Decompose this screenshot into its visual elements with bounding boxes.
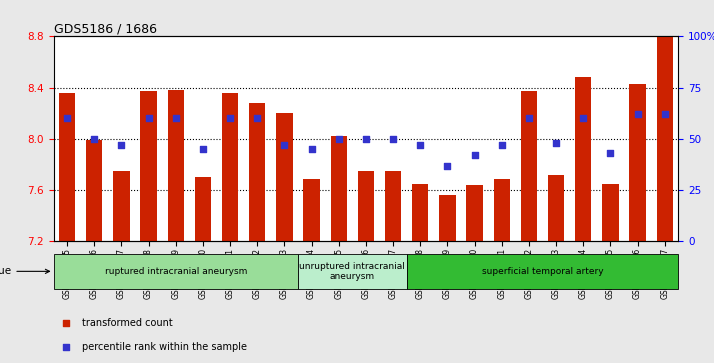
Bar xyxy=(222,93,238,241)
Bar xyxy=(59,93,75,241)
Point xyxy=(388,136,399,142)
Point xyxy=(496,142,508,148)
Text: GDS5186 / 1686: GDS5186 / 1686 xyxy=(54,22,156,35)
Bar xyxy=(86,140,102,241)
Point xyxy=(278,142,290,148)
Point xyxy=(474,0,486,4)
Text: ruptured intracranial aneurysm: ruptured intracranial aneurysm xyxy=(104,267,247,276)
Bar xyxy=(385,171,401,241)
Point xyxy=(116,142,127,148)
Bar xyxy=(548,175,564,241)
Bar xyxy=(466,185,483,241)
Point xyxy=(333,136,344,142)
Point xyxy=(632,111,643,117)
Point xyxy=(361,136,372,142)
Point xyxy=(143,115,154,121)
Text: transformed count: transformed count xyxy=(81,318,172,328)
Point xyxy=(474,216,486,221)
Bar xyxy=(657,36,673,241)
Text: unruptured intracranial
aneurysm: unruptured intracranial aneurysm xyxy=(299,262,406,281)
Text: tissue: tissue xyxy=(0,266,49,276)
Bar xyxy=(195,177,211,241)
Bar xyxy=(54,254,298,289)
Point xyxy=(197,146,208,152)
Bar xyxy=(298,254,407,289)
Bar xyxy=(141,91,157,241)
Point xyxy=(89,136,100,142)
Bar xyxy=(630,84,645,241)
Point xyxy=(170,115,181,121)
Bar xyxy=(114,171,130,241)
Bar xyxy=(276,113,293,241)
Point xyxy=(251,115,263,121)
Bar xyxy=(412,184,428,241)
Bar xyxy=(493,179,510,241)
Bar xyxy=(303,179,320,241)
Point xyxy=(659,111,670,117)
Bar xyxy=(331,136,347,241)
Bar xyxy=(521,91,537,241)
Point xyxy=(61,115,73,121)
Point xyxy=(578,115,589,121)
Bar xyxy=(168,90,184,241)
Bar xyxy=(439,195,456,241)
Bar xyxy=(602,184,618,241)
Point xyxy=(306,146,317,152)
Bar xyxy=(358,171,374,241)
Text: percentile rank within the sample: percentile rank within the sample xyxy=(81,342,246,352)
Point xyxy=(224,115,236,121)
Point xyxy=(523,115,535,121)
Point xyxy=(415,142,426,148)
Point xyxy=(469,152,481,158)
Bar xyxy=(575,77,591,241)
Text: superficial temporal artery: superficial temporal artery xyxy=(482,267,603,276)
Bar xyxy=(407,254,678,289)
Point xyxy=(550,140,562,146)
Point xyxy=(442,163,453,168)
Point xyxy=(605,150,616,156)
Bar xyxy=(249,103,266,241)
